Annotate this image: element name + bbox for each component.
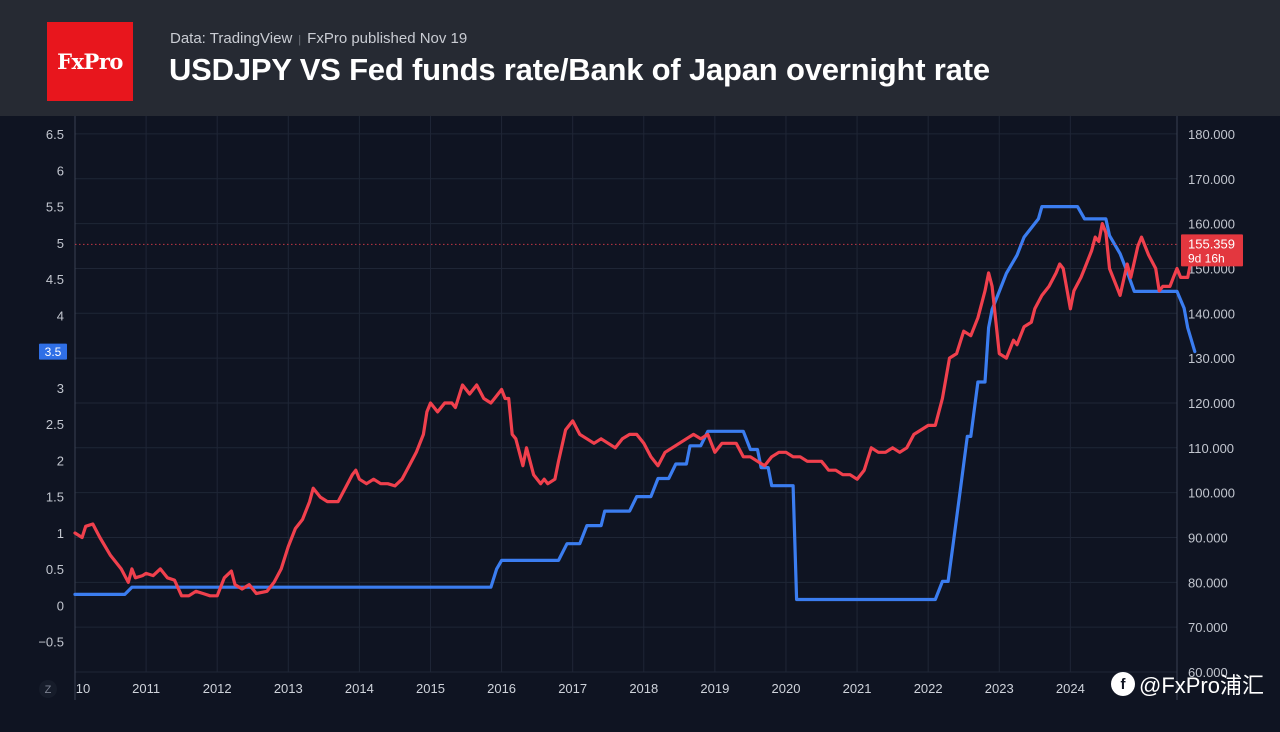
- watermark: f @FxPro浦汇: [1110, 668, 1264, 700]
- x-tick-label: 2013: [274, 681, 303, 696]
- right-tick-label: 180.000: [1188, 127, 1235, 142]
- right-tick-label: 120.000: [1188, 396, 1235, 411]
- x-tick-label: 2021: [843, 681, 872, 696]
- x-tick-label: 2015: [416, 681, 445, 696]
- last-price-value: 155.359: [1188, 236, 1235, 251]
- last-price-box: [1181, 234, 1243, 267]
- right-tick-label: 160.000: [1188, 217, 1235, 232]
- x-tick-label: 10: [76, 681, 90, 696]
- right-tick-label: 80.000: [1188, 575, 1228, 590]
- right-tick-label: 170.000: [1188, 172, 1235, 187]
- left-tick-label: 2.5: [46, 417, 64, 432]
- left-tick-label: 0: [57, 598, 64, 613]
- left-tick-label: 3: [57, 381, 64, 396]
- chart-title: USDJPY VS Fed funds rate/Bank of Japan o…: [169, 52, 990, 87]
- data-source: Data: TradingView: [170, 30, 293, 47]
- publisher-line: FxPro published Nov 19: [307, 30, 468, 47]
- x-axis-ticks: 10 2011 2012 2013 2014 2015 2016 2017 2018 2019 20…: [39, 680, 1085, 698]
- left-tick-label: 1.5: [46, 490, 64, 505]
- header: FxPro Data: TradingView | FxPro published …: [0, 0, 1280, 116]
- usdjpy-series-line: [73, 222, 1197, 598]
- weibo-icon: f: [1110, 672, 1135, 696]
- right-tick-label: 100.000: [1188, 486, 1235, 501]
- x-tick-label: 2011: [132, 681, 160, 696]
- chart-meta: Data: TradingView | FxPro published Nov 19: [170, 30, 467, 47]
- right-axis-ticks: 180.000170.000160.000150.000140.000130.0…: [1188, 127, 1235, 680]
- x-tick-label: 2016: [487, 681, 516, 696]
- rate-badge-value: 3.5: [45, 345, 62, 359]
- left-tick-label: 6: [57, 163, 64, 178]
- series-layer: [73, 205, 1197, 602]
- axis-mode-chip: [39, 680, 57, 698]
- x-tick-label: 2012: [203, 681, 232, 696]
- rate-series-line: [73, 205, 1197, 602]
- watermark-text: @FxPro浦汇: [1138, 673, 1264, 698]
- left-tick-label: 4: [57, 308, 64, 323]
- chart-grid: [74, 116, 1178, 700]
- left-tick-label: −0.5: [38, 635, 64, 650]
- fxpro-logo[interactable]: FxPro: [47, 22, 133, 101]
- chart-area[interactable]: 6.5 6 5.5 5 4.5 4 3.5 3 2.5 2 1.5 1 0.5 0 −0.5 180.000…: [0, 116, 1280, 732]
- left-tick-label: 1: [57, 526, 64, 541]
- right-tick-label: 90.000: [1188, 530, 1228, 545]
- x-tick-label: 2020: [772, 681, 801, 696]
- x-tick-label: 2014: [345, 681, 374, 696]
- left-tick-label: 0.5: [46, 562, 64, 577]
- x-tick-label: 2017: [558, 681, 587, 696]
- left-axis-ticks: 6.5 6 5.5 5 4.5 4 3.5 3 2.5 2 1.5 1 0.5 0 −0.5: [38, 127, 64, 649]
- x-tick-label: 2022: [914, 681, 943, 696]
- left-tick-label: 6.5: [46, 127, 64, 142]
- left-tick-label: 5: [57, 236, 64, 251]
- right-tick-label: 110.000: [1188, 441, 1234, 456]
- right-tick-label: 130.000: [1188, 351, 1235, 366]
- axis-mode-label: Z: [45, 684, 52, 696]
- x-tick-label: 2019: [700, 681, 729, 696]
- rate-badge: [39, 343, 67, 360]
- right-tick-label: 70.000: [1188, 620, 1228, 635]
- last-price-countdown: 9d 16h: [1188, 251, 1225, 265]
- x-tick-label: 2018: [629, 681, 658, 696]
- left-tick-label: 4.5: [46, 272, 64, 287]
- right-tick-label: 140.000: [1188, 306, 1235, 321]
- x-tick-label: 2024: [1056, 681, 1085, 696]
- left-tick-label: 5.5: [46, 200, 64, 215]
- left-tick-label: 2: [57, 453, 64, 468]
- right-tick-label: 60.000: [1188, 665, 1228, 680]
- meta-separator: |: [298, 34, 302, 46]
- x-tick-label: 2023: [985, 681, 1014, 696]
